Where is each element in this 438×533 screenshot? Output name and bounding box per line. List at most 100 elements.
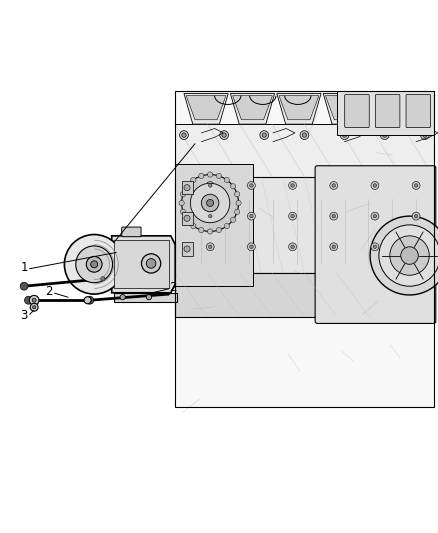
Circle shape xyxy=(414,245,418,248)
Circle shape xyxy=(182,174,239,231)
Circle shape xyxy=(199,228,204,233)
Circle shape xyxy=(32,305,36,309)
Circle shape xyxy=(216,228,222,233)
Circle shape xyxy=(120,295,125,300)
Circle shape xyxy=(262,133,266,138)
Polygon shape xyxy=(233,96,272,120)
Bar xyxy=(182,181,193,194)
Circle shape xyxy=(230,184,236,189)
Circle shape xyxy=(420,131,429,140)
Circle shape xyxy=(180,209,186,214)
Circle shape xyxy=(247,243,255,251)
Circle shape xyxy=(330,212,338,220)
Circle shape xyxy=(179,200,184,206)
Circle shape xyxy=(224,177,230,183)
FancyBboxPatch shape xyxy=(175,91,434,407)
Circle shape xyxy=(300,131,309,140)
Circle shape xyxy=(234,209,240,214)
Circle shape xyxy=(180,191,186,197)
Circle shape xyxy=(371,243,379,251)
Circle shape xyxy=(222,133,226,138)
Bar xyxy=(114,293,177,302)
Polygon shape xyxy=(230,93,275,124)
Circle shape xyxy=(291,214,294,218)
Bar xyxy=(175,177,434,273)
Text: 3: 3 xyxy=(21,309,28,322)
Polygon shape xyxy=(325,96,365,120)
Circle shape xyxy=(184,215,190,221)
Circle shape xyxy=(141,254,161,273)
Circle shape xyxy=(216,173,222,179)
Circle shape xyxy=(373,184,377,187)
Circle shape xyxy=(201,194,219,212)
Bar xyxy=(182,212,193,225)
Circle shape xyxy=(224,223,230,229)
Bar xyxy=(337,91,434,135)
Polygon shape xyxy=(370,93,414,124)
Circle shape xyxy=(260,131,268,140)
Circle shape xyxy=(289,243,297,251)
FancyBboxPatch shape xyxy=(375,94,400,128)
Circle shape xyxy=(302,133,307,138)
FancyBboxPatch shape xyxy=(345,94,369,128)
Circle shape xyxy=(380,131,389,140)
Circle shape xyxy=(343,133,347,138)
Circle shape xyxy=(412,243,420,251)
Circle shape xyxy=(86,296,94,304)
Bar xyxy=(175,91,434,407)
Circle shape xyxy=(373,245,377,248)
Circle shape xyxy=(230,217,236,222)
Circle shape xyxy=(184,184,190,191)
Bar xyxy=(175,164,253,286)
Polygon shape xyxy=(184,93,228,124)
Circle shape xyxy=(20,282,28,290)
Bar xyxy=(175,273,369,317)
Circle shape xyxy=(330,243,338,251)
Bar xyxy=(182,243,193,255)
Circle shape xyxy=(208,172,213,177)
Circle shape xyxy=(101,277,105,281)
Circle shape xyxy=(371,212,379,220)
Circle shape xyxy=(289,182,297,189)
Circle shape xyxy=(206,243,214,251)
Circle shape xyxy=(250,184,253,187)
Text: 1: 1 xyxy=(20,261,28,274)
Text: 2: 2 xyxy=(169,281,177,294)
FancyBboxPatch shape xyxy=(122,227,141,237)
Circle shape xyxy=(208,245,212,248)
Circle shape xyxy=(91,261,98,268)
Circle shape xyxy=(401,247,418,264)
Circle shape xyxy=(291,245,294,248)
Bar xyxy=(114,240,169,288)
Circle shape xyxy=(184,184,190,189)
Circle shape xyxy=(199,173,204,179)
Circle shape xyxy=(86,256,102,272)
Polygon shape xyxy=(112,236,175,293)
Text: 2: 2 xyxy=(45,285,53,298)
Circle shape xyxy=(289,212,297,220)
Circle shape xyxy=(247,182,255,189)
Circle shape xyxy=(184,246,190,252)
Bar xyxy=(175,124,434,177)
Circle shape xyxy=(332,214,336,218)
Circle shape xyxy=(208,214,212,218)
Circle shape xyxy=(32,298,36,302)
Circle shape xyxy=(29,295,39,305)
FancyBboxPatch shape xyxy=(315,166,436,324)
Circle shape xyxy=(180,131,188,140)
Circle shape xyxy=(64,235,124,294)
Polygon shape xyxy=(372,96,412,120)
Circle shape xyxy=(146,295,152,300)
Circle shape xyxy=(414,184,418,187)
Circle shape xyxy=(206,212,214,220)
Circle shape xyxy=(423,133,427,138)
Polygon shape xyxy=(277,93,321,124)
Circle shape xyxy=(250,245,253,248)
Circle shape xyxy=(191,177,196,183)
FancyBboxPatch shape xyxy=(406,94,431,128)
Polygon shape xyxy=(186,96,226,120)
Circle shape xyxy=(379,225,438,286)
Circle shape xyxy=(412,182,420,189)
Circle shape xyxy=(84,297,91,304)
Circle shape xyxy=(291,184,294,187)
